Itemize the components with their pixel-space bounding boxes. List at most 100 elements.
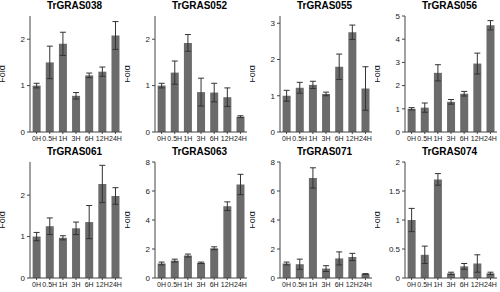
svg-text:3H: 3H — [72, 135, 81, 142]
svg-text:2: 2 — [146, 245, 151, 254]
svg-text:3H: 3H — [322, 135, 331, 142]
svg-text:24H: 24H — [234, 281, 247, 288]
svg-text:0H: 0H — [407, 135, 416, 142]
svg-text:24H: 24H — [359, 135, 372, 142]
svg-text:0: 0 — [271, 128, 276, 137]
svg-text:Fold: Fold — [125, 65, 132, 83]
svg-text:1H: 1H — [433, 135, 442, 142]
svg-text:1: 1 — [21, 81, 26, 90]
svg-text:0H: 0H — [32, 135, 41, 142]
svg-text:6H: 6H — [85, 135, 94, 142]
svg-text:0H: 0H — [282, 281, 291, 288]
svg-text:1H: 1H — [433, 281, 442, 288]
svg-text:0.5H: 0.5H — [167, 135, 182, 142]
svg-text:1H: 1H — [183, 135, 192, 142]
svg-text:6H: 6H — [335, 281, 344, 288]
svg-text:4: 4 — [271, 216, 276, 225]
svg-text:3: 3 — [271, 19, 276, 28]
svg-text:4: 4 — [396, 35, 401, 44]
svg-text:6H: 6H — [210, 281, 219, 288]
svg-text:0.5H: 0.5H — [417, 135, 432, 142]
svg-text:0H: 0H — [32, 281, 41, 288]
svg-text:8: 8 — [146, 158, 151, 167]
svg-text:12H: 12H — [96, 135, 109, 142]
svg-text:2: 2 — [21, 35, 26, 44]
svg-text:8: 8 — [271, 158, 276, 167]
svg-text:0H: 0H — [157, 281, 166, 288]
svg-text:12H: 12H — [471, 135, 484, 142]
svg-text:Fold: Fold — [375, 211, 382, 229]
svg-text:0H: 0H — [282, 135, 291, 142]
svg-text:6: 6 — [146, 187, 151, 196]
svg-text:Fold: Fold — [250, 211, 257, 229]
svg-text:3H: 3H — [447, 281, 456, 288]
svg-text:1H: 1H — [308, 135, 317, 142]
svg-text:0.5H: 0.5H — [42, 281, 57, 288]
svg-text:0.5H: 0.5H — [167, 281, 182, 288]
svg-text:2: 2 — [271, 245, 276, 254]
svg-text:2: 2 — [21, 191, 26, 200]
svg-text:0.5H: 0.5H — [417, 281, 432, 288]
svg-text:1H: 1H — [58, 135, 67, 142]
svg-text:3H: 3H — [72, 281, 81, 288]
html-text:TrGRAS038: TrGRAS038 — [47, 0, 102, 11]
svg-text:0.5H: 0.5H — [292, 135, 307, 142]
svg-text:1: 1 — [146, 81, 151, 90]
svg-text:12H: 12H — [96, 281, 109, 288]
svg-text:4: 4 — [146, 216, 151, 225]
svg-text:24H: 24H — [109, 281, 122, 288]
svg-text:2: 2 — [146, 35, 151, 44]
svg-text:3H: 3H — [197, 281, 206, 288]
svg-text:6H: 6H — [85, 281, 94, 288]
svg-text:12H: 12H — [221, 281, 234, 288]
svg-text:1: 1 — [396, 216, 401, 225]
svg-text:Fold: Fold — [375, 65, 382, 83]
svg-text:0.5H: 0.5H — [42, 135, 57, 142]
svg-text:5: 5 — [396, 12, 401, 21]
svg-text:1: 1 — [271, 92, 276, 101]
svg-text:24H: 24H — [234, 135, 247, 142]
svg-text:1H: 1H — [58, 281, 67, 288]
svg-text:3H: 3H — [197, 135, 206, 142]
svg-text:24H: 24H — [109, 135, 122, 142]
svg-text:Fold: Fold — [250, 65, 257, 83]
svg-text:6H: 6H — [210, 135, 219, 142]
svg-text:1H: 1H — [308, 281, 317, 288]
svg-text:0: 0 — [146, 274, 151, 283]
svg-text:12H: 12H — [346, 281, 359, 288]
svg-text:Fold: Fold — [125, 211, 132, 229]
svg-text:0: 0 — [21, 128, 26, 137]
svg-text:24H: 24H — [484, 135, 492, 142]
svg-text:0: 0 — [396, 274, 401, 283]
svg-text:3: 3 — [396, 58, 401, 67]
svg-text:6: 6 — [271, 187, 276, 196]
svg-text:3H: 3H — [447, 135, 456, 142]
svg-text:1: 1 — [396, 105, 401, 114]
svg-text:24H: 24H — [359, 281, 372, 288]
svg-text:6H: 6H — [460, 281, 469, 288]
svg-text:1H: 1H — [183, 281, 192, 288]
svg-text:1.5: 1.5 — [389, 187, 401, 196]
svg-text:12H: 12H — [346, 135, 359, 142]
html-text:TrGRAS052: TrGRAS052 — [172, 0, 227, 11]
html-text:TrGRAS056: TrGRAS056 — [422, 0, 477, 11]
svg-text:2: 2 — [396, 158, 401, 167]
svg-text:2: 2 — [271, 55, 276, 64]
svg-text:0: 0 — [271, 274, 276, 283]
svg-text:1: 1 — [21, 232, 26, 241]
svg-text:0: 0 — [21, 274, 26, 283]
svg-text:0: 0 — [396, 128, 401, 137]
svg-text:0H: 0H — [157, 135, 166, 142]
svg-text:0.5: 0.5 — [389, 245, 401, 254]
svg-text:24H: 24H — [484, 281, 492, 288]
svg-text:6H: 6H — [460, 135, 469, 142]
svg-text:2: 2 — [396, 81, 401, 90]
svg-text:0.5H: 0.5H — [292, 281, 307, 288]
svg-text:0H: 0H — [407, 281, 416, 288]
svg-text:12H: 12H — [471, 281, 484, 288]
svg-text:3H: 3H — [322, 281, 331, 288]
svg-text:6H: 6H — [335, 135, 344, 142]
html-text:TrGRAS055: TrGRAS055 — [297, 0, 352, 11]
svg-text:0: 0 — [146, 128, 151, 137]
svg-text:12H: 12H — [221, 135, 234, 142]
